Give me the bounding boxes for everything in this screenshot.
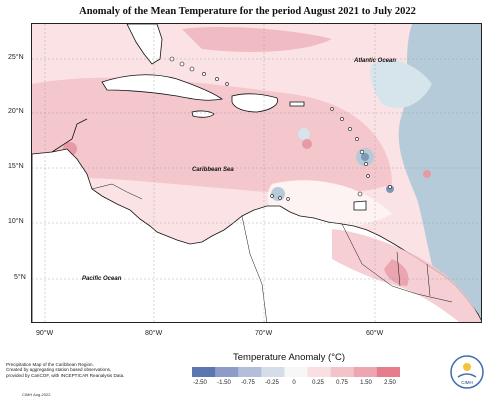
temperature-anomaly-map: Atlantic Ocean Caribbean Sea Pacific Oce… bbox=[31, 23, 482, 323]
legend-title: Temperature Anomaly (°C) bbox=[233, 352, 346, 363]
legend-swatch-1 bbox=[192, 367, 216, 377]
legend-tick-7: 0.75 bbox=[336, 380, 348, 386]
legend-swatch-5 bbox=[284, 367, 309, 377]
legend-swatch-4 bbox=[261, 367, 285, 377]
legend-ticks: -2.50 -1.50 -0.75 -0.25 0 0.25 0.75 1.50… bbox=[186, 380, 406, 389]
graticule bbox=[32, 24, 481, 322]
legend-swatch-2 bbox=[215, 367, 239, 377]
border-colombia-venezuela bbox=[241, 215, 268, 322]
caribbean-sea-label: Caribbean Sea bbox=[192, 167, 234, 173]
lat-label-15n: 15°N bbox=[8, 163, 24, 170]
credits-line-1: Precipitation Map of the Caribbean Regio… bbox=[6, 362, 94, 367]
land-hispaniola bbox=[231, 93, 279, 113]
strong-cool-spot bbox=[361, 153, 369, 161]
cool-spot-abc-islands bbox=[271, 187, 285, 201]
map-title: Anomaly of the Mean Temperature for the … bbox=[79, 6, 416, 17]
credits-line-2: Created by aggregating station based obs… bbox=[6, 367, 112, 373]
border-venezuela-brazil bbox=[341, 223, 453, 303]
legend-swatch-9 bbox=[376, 367, 400, 377]
land-trinidad bbox=[353, 200, 367, 211]
logo-text: CIMH bbox=[461, 380, 473, 385]
legend-swatch-7 bbox=[330, 367, 355, 377]
legend-tick-6: 0.25 bbox=[312, 380, 324, 386]
land-abc-islands bbox=[270, 194, 290, 201]
lat-label-10n: 10°N bbox=[8, 218, 24, 225]
weak-cool-atlantic bbox=[370, 60, 432, 108]
legend-tick-4: -0.25 bbox=[265, 380, 279, 386]
border-central-america bbox=[91, 183, 143, 200]
legend-swatch-8 bbox=[353, 367, 378, 377]
lat-label-20n: 20°N bbox=[8, 108, 24, 115]
legend-tick-5: 0 bbox=[292, 380, 296, 386]
warm-spot-atlantic bbox=[423, 170, 431, 178]
lon-label-60w: 60°W bbox=[366, 330, 384, 337]
lat-label-5n: 5°N bbox=[14, 274, 26, 281]
land-florida bbox=[126, 24, 163, 65]
map-credits: Precipitation Map of the Caribbean Regio… bbox=[6, 362, 146, 378]
strong-warm-north bbox=[182, 27, 332, 52]
land-jamaica bbox=[191, 110, 215, 118]
cool-spot-puerto-rico bbox=[298, 128, 310, 140]
legend-swatch-3 bbox=[238, 367, 262, 377]
strong-cool-spot-barbados bbox=[386, 185, 394, 193]
legend-swatch-6 bbox=[307, 367, 332, 377]
legend-colorbar bbox=[192, 367, 400, 377]
land-cuba bbox=[101, 74, 223, 101]
legend-tick-1: -2.50 bbox=[193, 380, 207, 386]
legend-tick-8: 1.50 bbox=[360, 380, 372, 386]
lon-label-80w: 80°W bbox=[145, 330, 163, 337]
lon-label-70w: 70°W bbox=[255, 330, 273, 337]
legend-tick-2: -1.50 bbox=[217, 380, 231, 386]
border-guyana bbox=[396, 251, 401, 287]
credits-line-3: provided by CariCOF, with INCEPTICAR Rea… bbox=[6, 372, 125, 378]
land-puerto-rico bbox=[289, 101, 305, 107]
legend-tick-3: -0.75 bbox=[241, 380, 255, 386]
atlantic-ocean-label: Atlantic Ocean bbox=[353, 58, 396, 64]
warm-spot-hispaniola bbox=[302, 139, 312, 149]
map-canvas: Atlantic Ocean Caribbean Sea Pacific Oce… bbox=[32, 24, 481, 322]
land-lesser-antilles bbox=[330, 107, 392, 197]
lat-label-25n: 25°N bbox=[8, 54, 24, 61]
warm-anomaly-caribbean bbox=[32, 77, 392, 194]
pacific-ocean-label: Pacific Ocean bbox=[82, 276, 122, 282]
credits-date: CIMH Aug-2022 bbox=[22, 392, 51, 397]
cimh-logo: CIMH bbox=[450, 355, 484, 389]
coast-yucatan bbox=[51, 118, 88, 153]
strong-warm-guyana bbox=[384, 259, 409, 286]
lon-label-90w: 90°W bbox=[36, 330, 54, 337]
border-suriname bbox=[426, 263, 431, 297]
legend-tick-9: 2.50 bbox=[384, 380, 396, 386]
